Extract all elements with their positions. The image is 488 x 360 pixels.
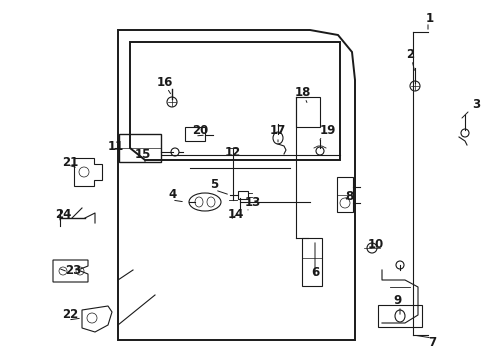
- Text: 23: 23: [65, 264, 81, 276]
- Text: 3: 3: [471, 99, 479, 112]
- Text: 6: 6: [310, 266, 319, 279]
- Bar: [119, 134, 161, 162]
- Bar: [184, 127, 204, 141]
- Text: 5: 5: [209, 179, 218, 192]
- Text: 11: 11: [108, 140, 124, 153]
- Bar: [377, 305, 421, 327]
- Text: 24: 24: [55, 208, 71, 221]
- Text: 13: 13: [244, 195, 261, 208]
- Text: 14: 14: [227, 208, 244, 221]
- Text: 18: 18: [294, 85, 310, 99]
- Text: 4: 4: [168, 189, 176, 202]
- Text: 16: 16: [157, 76, 173, 89]
- Text: 15: 15: [135, 148, 151, 162]
- Text: 1: 1: [425, 12, 433, 24]
- Bar: [295, 97, 319, 127]
- Text: 12: 12: [224, 145, 241, 158]
- Bar: [302, 238, 321, 286]
- Text: 7: 7: [427, 336, 435, 348]
- Bar: [336, 177, 352, 212]
- Text: 8: 8: [345, 190, 352, 203]
- Text: 9: 9: [393, 293, 401, 306]
- Text: 2: 2: [405, 49, 413, 62]
- Text: 21: 21: [62, 156, 78, 168]
- Text: 17: 17: [269, 123, 285, 136]
- Text: 22: 22: [62, 309, 78, 321]
- Text: 19: 19: [319, 123, 336, 136]
- Bar: [238, 191, 247, 199]
- Text: 10: 10: [367, 238, 384, 252]
- Text: 20: 20: [192, 123, 208, 136]
